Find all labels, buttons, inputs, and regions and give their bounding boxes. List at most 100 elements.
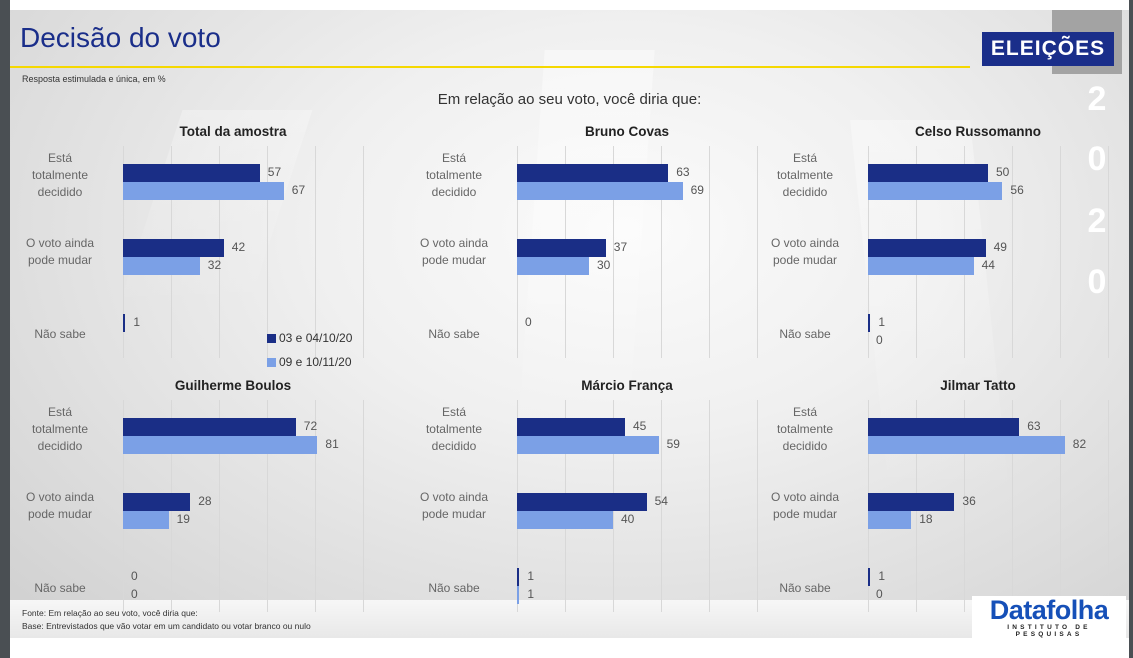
subtitle: Resposta estimulada e única, em % xyxy=(22,74,166,84)
category-label-line: Está xyxy=(47,405,72,419)
chart-question: Em relação ao seu voto, você diria que: xyxy=(437,91,702,108)
gridline xyxy=(1108,146,1109,358)
category-label-line: Não sabe xyxy=(428,581,480,595)
bar xyxy=(868,568,871,586)
data-label: 1 xyxy=(878,315,886,329)
data-label: 32 xyxy=(207,258,222,272)
gridline xyxy=(757,146,758,358)
category-label: Não sabe xyxy=(399,580,509,597)
title-underline xyxy=(10,66,970,68)
slide: Decisão do voto Resposta estimulada e ún… xyxy=(10,10,1129,638)
bar xyxy=(517,257,589,275)
category-label-line: Não sabe xyxy=(779,581,831,595)
data-label: 36 xyxy=(962,494,976,508)
category-label: Não sabe xyxy=(750,326,860,343)
data-label: 1 xyxy=(878,569,886,583)
panel-title: Guilherme Boulos xyxy=(174,378,292,393)
gridline xyxy=(1060,146,1061,358)
bar xyxy=(123,314,126,332)
legend-item: 03 e 04/10/20 xyxy=(267,326,352,350)
bar xyxy=(868,493,955,511)
data-label: 0 xyxy=(525,315,532,329)
bar xyxy=(517,239,606,257)
category-label: Está totalmente decidido xyxy=(10,150,115,201)
bar xyxy=(123,493,191,511)
gridline xyxy=(709,400,710,612)
data-label: 0 xyxy=(131,569,138,583)
year-digit: 0 xyxy=(1087,263,1107,301)
bar xyxy=(868,182,1003,200)
category-label-line: totalmente xyxy=(776,168,834,182)
category-label-line: O voto ainda xyxy=(25,490,95,504)
category-label: Não sabe xyxy=(10,326,115,343)
category-label-line: decidido xyxy=(782,185,828,199)
gridline xyxy=(964,400,965,612)
category-label-line: pode mudar xyxy=(27,507,93,521)
category-label: Está totalmente decidido xyxy=(399,150,509,201)
data-label: 30 xyxy=(597,258,611,272)
category-label: O voto ainda pode mudar xyxy=(750,235,860,269)
category-label-line: totalmente xyxy=(425,168,483,182)
data-label: 0 xyxy=(876,333,883,347)
category-label-line: pode mudar xyxy=(27,253,93,267)
gridline xyxy=(661,400,662,612)
bar xyxy=(868,164,988,182)
bar xyxy=(123,418,296,436)
category-label-line: Está xyxy=(792,405,817,419)
data-label: 40 xyxy=(621,512,635,526)
category-label-line: Está xyxy=(441,405,466,419)
category-label-line: totalmente xyxy=(425,422,483,436)
bar xyxy=(123,164,260,182)
category-label-line: pode mudar xyxy=(772,507,838,521)
category-label-line: decidido xyxy=(37,185,83,199)
datafolha-logo: Datafolha INSTITUTO DE PESQUISAS xyxy=(972,596,1126,638)
bar xyxy=(517,493,647,511)
gridline xyxy=(757,400,758,612)
data-label: 59 xyxy=(666,437,680,451)
category-label-line: O voto ainda xyxy=(770,490,840,504)
data-label: 18 xyxy=(919,512,933,526)
bar xyxy=(868,239,986,257)
gridline xyxy=(315,146,316,358)
bar xyxy=(517,568,520,586)
bar xyxy=(123,257,200,275)
legend-item: 09 e 10/11/20 xyxy=(267,350,352,374)
category-label: Não sabe xyxy=(10,580,115,597)
bar xyxy=(868,314,871,332)
panel-title: Celso Russomanno xyxy=(914,124,1042,139)
category-label: Não sabe xyxy=(399,326,509,343)
category-label-line: totalmente xyxy=(31,168,89,182)
data-label: 45 xyxy=(633,419,647,433)
gridline xyxy=(315,400,316,612)
category-label: Está totalmente decidido xyxy=(10,404,115,455)
bar xyxy=(517,418,625,436)
category-label-line: O voto ainda xyxy=(770,236,840,250)
footer-source: Fonte: Em relação ao seu voto, você diri… xyxy=(22,608,198,618)
category-label-line: O voto ainda xyxy=(25,236,95,250)
legend: 03 e 04/10/20 09 e 10/11/20 xyxy=(267,326,352,374)
bar xyxy=(517,164,669,182)
category-label: O voto ainda pode mudar xyxy=(399,489,509,523)
category-label-line: Não sabe xyxy=(428,327,480,341)
data-label: 67 xyxy=(291,183,306,197)
bar xyxy=(123,511,169,529)
data-label: 63 xyxy=(676,165,690,179)
bar xyxy=(517,586,520,604)
bar xyxy=(868,418,1020,436)
data-label: 56 xyxy=(1010,183,1024,197)
bar xyxy=(123,239,224,257)
bar xyxy=(123,436,318,454)
category-label: O voto ainda pode mudar xyxy=(10,235,115,269)
data-label: 0 xyxy=(131,587,138,601)
data-label: 1 xyxy=(527,569,535,583)
gridline xyxy=(219,400,220,612)
data-label: 0 xyxy=(876,587,883,601)
category-label-line: pode mudar xyxy=(421,253,487,267)
category-label-line: Está xyxy=(441,151,466,165)
footer-base: Base: Entrevistados que vão votar em um … xyxy=(22,621,311,631)
gridline xyxy=(661,146,662,358)
data-label: 49 xyxy=(993,240,1007,254)
bar xyxy=(517,436,659,454)
floor-band xyxy=(10,600,1129,638)
category-label: O voto ainda pode mudar xyxy=(750,489,860,523)
